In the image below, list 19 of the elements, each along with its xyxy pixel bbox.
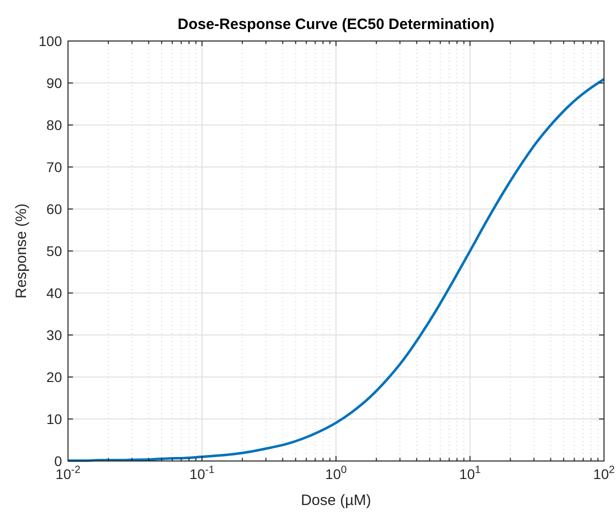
- x-axis-title: Dose (µM): [300, 492, 372, 509]
- y-tick-label: 70: [46, 159, 62, 175]
- x-tick-label: 10$^{2}$: [593, 464, 615, 482]
- y-tick-label: 100: [38, 33, 62, 49]
- y-tick-label: 30: [46, 327, 62, 343]
- y-tick-label: 0: [54, 453, 62, 469]
- x-tick-label: 10$^{0}$: [325, 464, 347, 482]
- y-axis-title: Response (%): [13, 203, 30, 299]
- y-tick-label: 80: [46, 117, 62, 133]
- y-tick-label: 40: [46, 285, 62, 301]
- x-tick-label: 10$^{1}$: [459, 464, 481, 482]
- y-tick-label: 50: [46, 243, 62, 259]
- x-tick-label: 10$^{-1}$: [190, 464, 215, 482]
- line-series: [66, 78, 606, 462]
- y-tick-label: 90: [46, 75, 62, 91]
- y-tick-label: 10: [46, 411, 62, 427]
- chart-title: Dose-Response Curve (EC50 Determination): [178, 16, 494, 33]
- y-tick-label: 20: [46, 369, 62, 385]
- y-tick-label: 60: [46, 201, 62, 217]
